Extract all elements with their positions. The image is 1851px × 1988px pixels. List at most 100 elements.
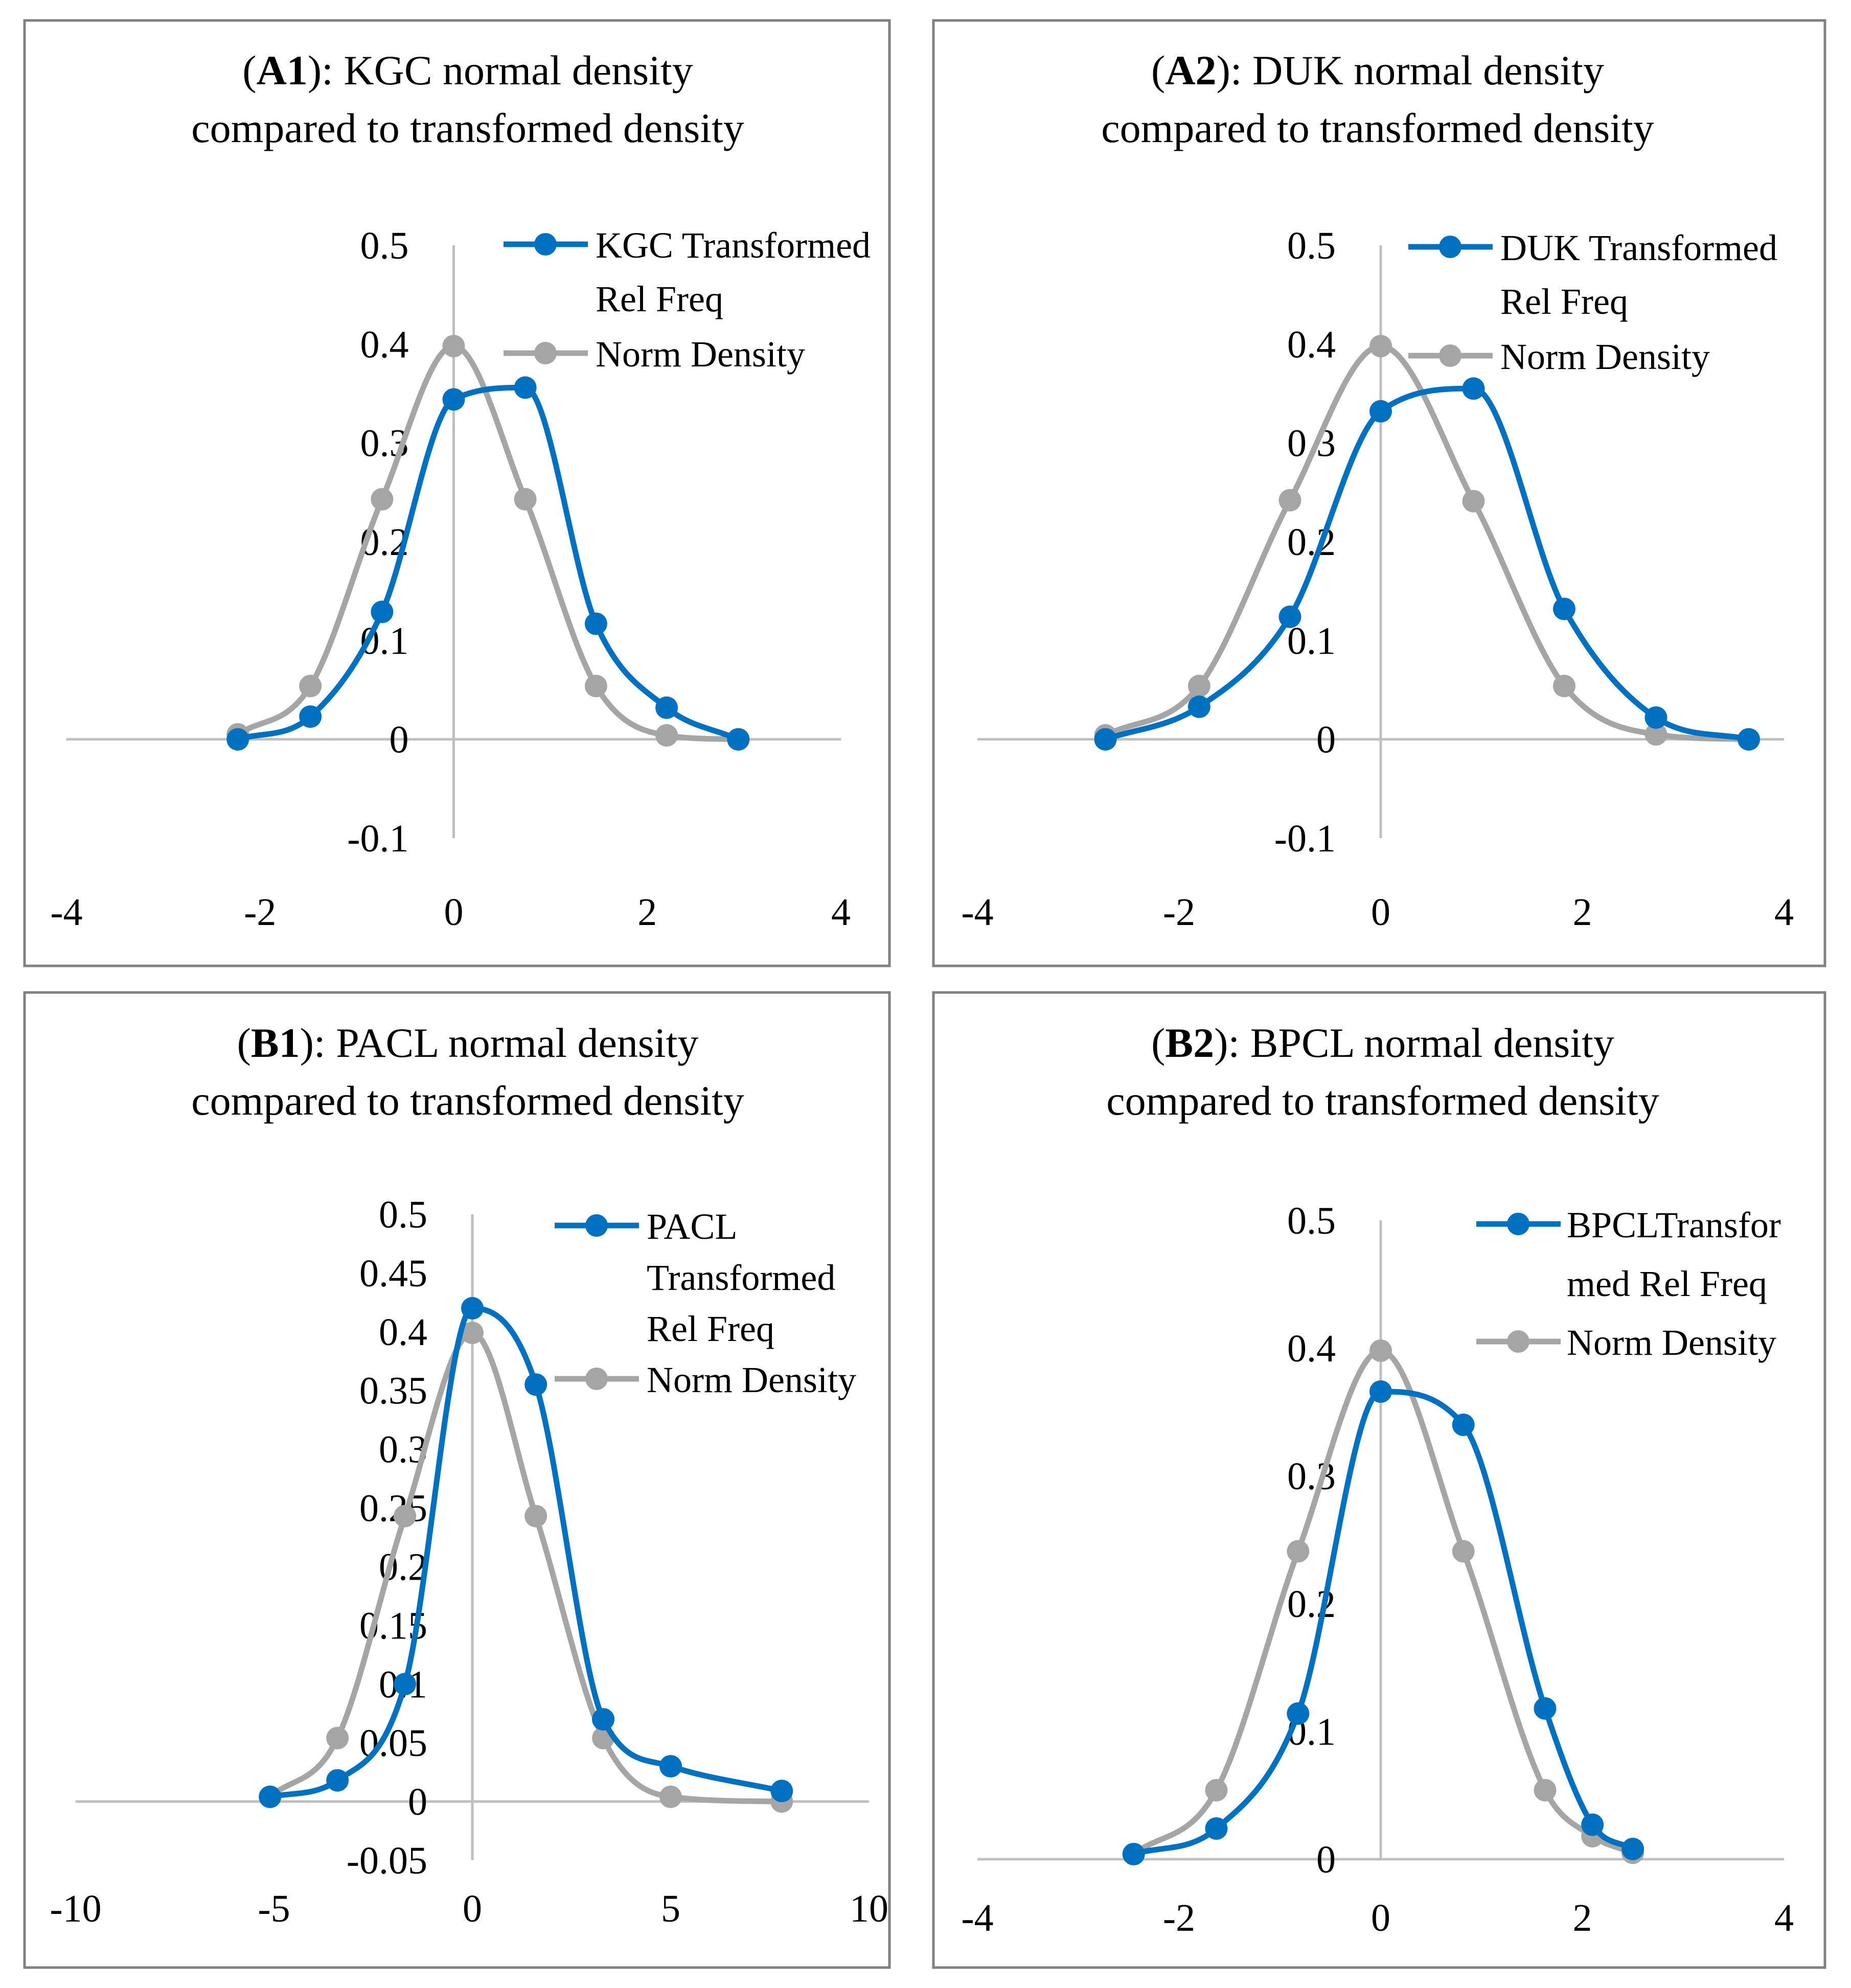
x-tick-label: -4 (961, 1897, 993, 1939)
data-point-normal-density (371, 488, 394, 511)
data-point-transformed (592, 1708, 615, 1731)
data-point-transformed (461, 1297, 484, 1320)
data-point-transformed (1621, 1838, 1644, 1860)
data-point-normal-density (655, 724, 678, 747)
data-point-transformed (371, 600, 394, 623)
data-point-normal-density (659, 1785, 682, 1808)
data-point-normal-density (1462, 490, 1485, 513)
legend-marker (534, 342, 557, 364)
data-point-transformed (259, 1785, 282, 1808)
chart-title-line2: compared to transformed density (1106, 1077, 1659, 1124)
title-open-paren: ( (242, 47, 256, 94)
y-tick-label: -0.05 (347, 1839, 427, 1882)
legend-marker (1507, 1213, 1529, 1235)
data-point-transformed (1581, 1813, 1604, 1836)
title-text: : BPCL normal density (1228, 1020, 1614, 1066)
panel-label: B2 (1165, 1020, 1214, 1066)
x-tick-label: 4 (1774, 1897, 1794, 1939)
x-tick-label: 4 (1774, 891, 1794, 934)
data-point-transformed (1205, 1817, 1228, 1840)
data-point-transformed (514, 376, 537, 399)
chart-title-line2: compared to transformed density (191, 105, 744, 151)
y-tick-label: 0.4 (1287, 1327, 1336, 1370)
y-tick-label: 0 (390, 719, 409, 761)
x-tick-label: 2 (637, 891, 657, 934)
series-line-transformed (235, 384, 741, 743)
data-point-normal-density (442, 335, 465, 358)
x-tick-label: -2 (244, 891, 276, 934)
chart-title-line2: compared to transformed density (191, 1077, 744, 1124)
data-point-normal-density (1187, 675, 1210, 698)
legend-label: Rel Freq (596, 279, 723, 319)
title-open-paren: ( (237, 1020, 251, 1066)
data-point-normal-density (1287, 1540, 1310, 1563)
data-point-transformed (1122, 1843, 1145, 1865)
legend-marker (585, 1368, 608, 1390)
data-point-transformed (1738, 728, 1760, 751)
panel-frame (932, 19, 1826, 967)
data-point-normal-density (514, 488, 537, 511)
y-tick-label: 0.5 (1287, 224, 1336, 267)
series-line-normal-density (267, 1330, 785, 1805)
data-point-transformed (326, 1769, 349, 1792)
data-point-transformed (1278, 605, 1301, 628)
panel-frame (23, 19, 891, 967)
data-point-transformed (1452, 1414, 1475, 1436)
y-tick-label: 0.1 (1287, 619, 1336, 662)
data-point-transformed (655, 696, 678, 719)
data-point-transformed (524, 1373, 547, 1396)
x-tick-label: -10 (50, 1887, 101, 1930)
title-close-paren: ) (1217, 47, 1230, 94)
data-point-transformed (1553, 597, 1575, 620)
data-point-transformed (770, 1779, 793, 1802)
data-point-transformed (1187, 695, 1210, 718)
x-tick-label: -4 (961, 891, 993, 934)
panel-label: B1 (251, 1020, 300, 1066)
y-tick-label: 0.4 (360, 323, 409, 366)
chart-panel-b2: (B2): BPCL normal density compared to tra… (932, 991, 1826, 1969)
y-tick-label: -0.1 (1274, 817, 1336, 860)
legend-marker (585, 1214, 608, 1237)
x-tick-label: 0 (1371, 1897, 1390, 1939)
y-tick-label: 0.4 (1287, 323, 1336, 366)
data-point-normal-density (1644, 723, 1667, 746)
x-tick-label: 0 (1371, 891, 1390, 934)
data-point-transformed (1369, 1380, 1392, 1403)
title-text: : DUK normal density (1230, 47, 1604, 94)
series-line-transformed (1131, 1389, 1636, 1857)
data-point-normal-density (584, 675, 607, 698)
y-tick-label: 0.4 (379, 1311, 427, 1354)
x-tick-label: 2 (1573, 1897, 1592, 1939)
data-point-normal-density (1278, 489, 1301, 512)
x-tick-label: -5 (258, 1887, 290, 1930)
x-tick-label: 10 (850, 1887, 888, 1930)
chart-title: (A2): DUK normal density (1151, 47, 1604, 94)
legend-marker (1439, 236, 1461, 258)
legend-label: Rel Freq (647, 1308, 774, 1349)
data-point-transformed (1462, 377, 1485, 400)
x-tick-label: 2 (1573, 891, 1592, 934)
data-point-transformed (442, 388, 465, 411)
series-line-normal-density (235, 343, 741, 743)
data-point-transformed (1534, 1697, 1557, 1720)
y-tick-label: 0.5 (379, 1193, 427, 1236)
title-close-paren: ) (308, 47, 322, 94)
y-tick-label: 0 (1316, 1838, 1336, 1881)
legend-marker (534, 233, 557, 256)
legend-label: med Rel Freq (1567, 1263, 1767, 1304)
x-tick-label: -4 (50, 891, 82, 934)
chart-title: (B1): PACL normal density (237, 1020, 699, 1066)
data-point-transformed (1369, 400, 1392, 423)
data-point-transformed (226, 728, 249, 751)
y-tick-label: 0.5 (1287, 1199, 1336, 1242)
title-text: : PACL normal density (314, 1020, 698, 1066)
x-tick-label: -2 (1163, 1897, 1195, 1939)
y-tick-label: 0.35 (359, 1370, 427, 1413)
data-point-transformed (1644, 706, 1667, 729)
x-tick-label: 4 (831, 891, 851, 934)
data-point-normal-density (1369, 1339, 1392, 1362)
chart-panel-a1: (A1): KGC normal density compared to tran… (23, 19, 891, 967)
title-close-paren: ) (1214, 1020, 1228, 1066)
data-point-transformed (299, 705, 322, 728)
